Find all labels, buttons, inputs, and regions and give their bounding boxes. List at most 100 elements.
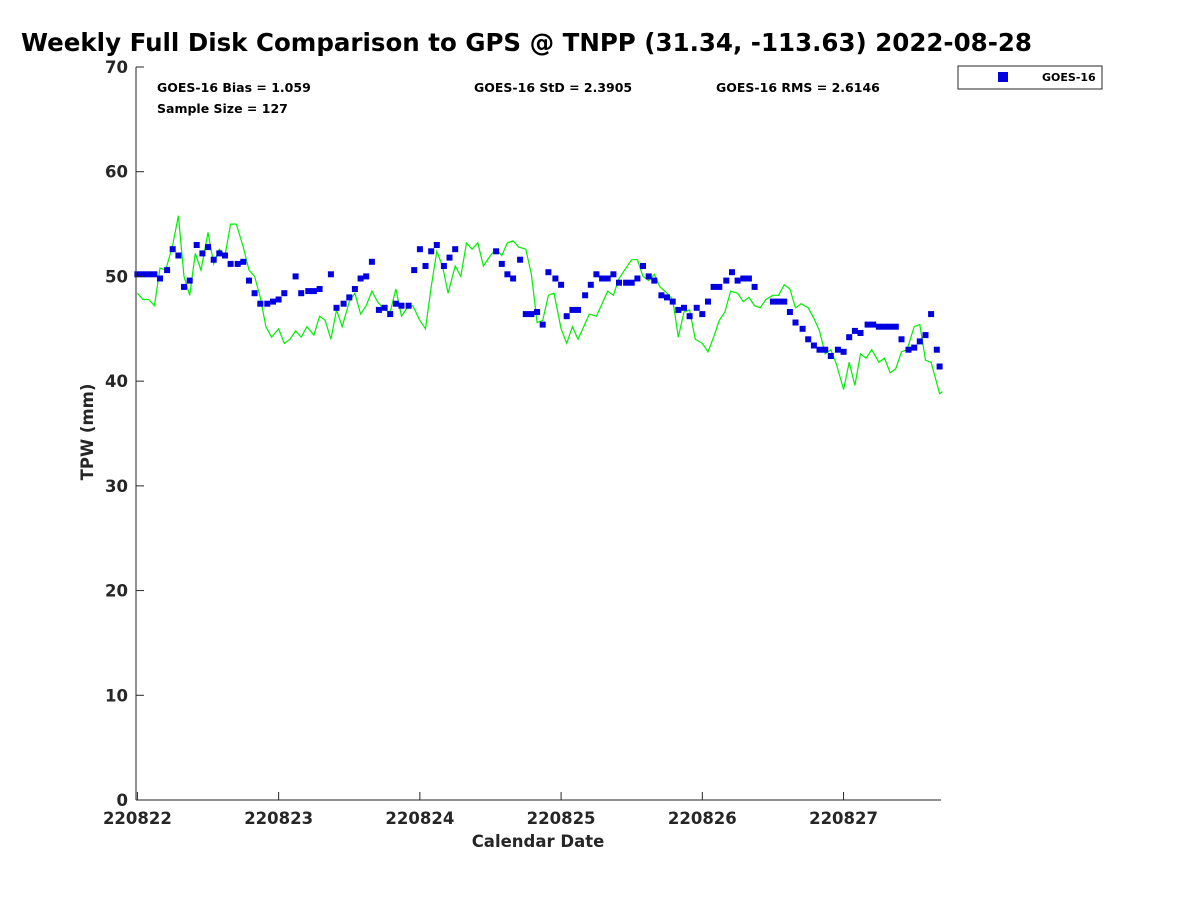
goes16-point-17 (234, 260, 241, 267)
goes16-point-38 (368, 258, 375, 265)
goes16-point-32 (333, 304, 340, 311)
goes16-point-63 (552, 275, 559, 282)
goes16-point-95 (740, 275, 747, 282)
goes-series-layer (134, 242, 943, 370)
goes16-point-99 (775, 298, 782, 305)
goes16-point-40 (381, 304, 388, 311)
goes16-point-57 (517, 256, 524, 263)
goes16-point-0 (134, 271, 141, 278)
goes16-point-56 (510, 275, 517, 282)
goes16-point-60 (534, 309, 541, 315)
y-tick-label-60: 60 (105, 163, 128, 182)
goes16-point-74 (616, 279, 622, 286)
goes16-point-116 (875, 323, 882, 330)
goes16-point-51 (446, 254, 453, 261)
goes16-point-12 (205, 244, 211, 251)
x-tick-label-5: 220827 (809, 809, 878, 828)
rms-stat: GOES-16 RMS = 2.6146 (716, 80, 880, 95)
bias-stat: GOES-16 Bias = 1.059 (157, 80, 311, 95)
x-tick-label-0: 220822 (103, 809, 172, 828)
goes16-point-37 (363, 273, 370, 280)
goes16-point-33 (340, 300, 347, 307)
goes16-point-103 (799, 325, 806, 332)
goes16-point-93 (729, 269, 735, 276)
goes16-point-64 (558, 281, 565, 288)
goes16-point-85 (681, 304, 687, 311)
std-stat: GOES-16 StD = 2.3905 (474, 80, 632, 95)
goes16-point-11 (199, 250, 206, 257)
goes16-point-1 (140, 271, 147, 278)
goes16-point-47 (422, 263, 429, 269)
goes16-point-61 (539, 321, 546, 328)
goes16-point-24 (275, 296, 282, 303)
goes16-point-55 (504, 271, 511, 278)
goes16-point-84 (675, 306, 682, 313)
goes16-point-71 (599, 275, 606, 282)
y-tick-label-30: 30 (105, 477, 128, 496)
goes16-point-72 (604, 275, 611, 282)
goes16-point-104 (805, 336, 812, 343)
goes16-point-122 (911, 344, 918, 351)
goes16-point-87 (693, 304, 700, 311)
goes16-point-21 (257, 300, 264, 307)
goes16-point-5 (164, 267, 171, 274)
goes16-point-105 (810, 342, 817, 349)
goes16-point-81 (658, 292, 665, 299)
goes16-point-92 (723, 277, 730, 284)
sample-size-stat: Sample Size = 127 (157, 101, 288, 116)
goes16-point-43 (398, 302, 405, 309)
y-axis-label: TPW (mm) (78, 384, 97, 481)
goes16-point-20 (251, 290, 258, 297)
goes16-point-3 (151, 271, 158, 278)
goes16-point-120 (898, 336, 905, 343)
goes16-point-7 (175, 252, 182, 259)
goes16-point-29 (310, 288, 317, 295)
goes16-point-100 (781, 298, 788, 305)
goes16-point-50 (440, 263, 447, 269)
goes16-point-98 (769, 298, 776, 305)
x-axis-label: Calendar Date (472, 832, 605, 851)
legend-box (957, 65, 1103, 90)
x-tick-label-3: 220825 (527, 809, 596, 828)
goes16-point-27 (298, 290, 305, 297)
legend-marker-goes16 (998, 72, 1008, 82)
goes16-point-48 (428, 248, 435, 255)
goes16-point-110 (840, 348, 847, 355)
x-tick-label-1: 220823 (244, 809, 313, 828)
goes16-point-121 (905, 346, 912, 353)
goes16-point-39 (375, 306, 382, 313)
x-tick-label-2: 220824 (385, 809, 454, 828)
goes16-point-67 (575, 306, 581, 313)
goes16-point-101 (786, 309, 793, 315)
goes16-point-65 (563, 313, 570, 320)
y-tick-label-20: 20 (105, 582, 128, 601)
goes16-point-59 (528, 311, 535, 318)
goes16-point-68 (582, 292, 589, 299)
chart-title: Weekly Full Disk Comparison to GPS @ TNP… (21, 28, 1032, 57)
goes16-point-30 (316, 286, 323, 292)
goes16-point-69 (587, 281, 594, 288)
goes16-point-115 (870, 321, 877, 328)
goes16-point-88 (699, 311, 706, 318)
goes16-point-108 (827, 353, 834, 359)
goes16-point-123 (916, 338, 923, 345)
goes16-point-82 (664, 294, 670, 301)
goes16-point-124 (922, 332, 929, 339)
goes16-point-26 (292, 273, 299, 280)
goes16-point-2 (145, 271, 152, 278)
goes16-point-8 (181, 283, 187, 290)
goes16-point-13 (210, 256, 217, 263)
goes16-point-80 (651, 277, 658, 284)
goes16-point-113 (857, 330, 864, 336)
x-tick-label-4: 220826 (668, 809, 737, 828)
goes16-point-111 (846, 334, 853, 341)
goes16-point-66 (569, 306, 576, 313)
goes16-point-126 (933, 346, 940, 353)
y-tick-label-0: 0 (117, 791, 128, 810)
goes16-point-127 (936, 363, 943, 370)
y-tick-label-70: 70 (105, 58, 128, 77)
goes16-point-70 (593, 271, 600, 278)
goes16-point-53 (493, 248, 500, 255)
goes16-point-36 (357, 275, 364, 282)
goes16-point-75 (623, 279, 630, 286)
